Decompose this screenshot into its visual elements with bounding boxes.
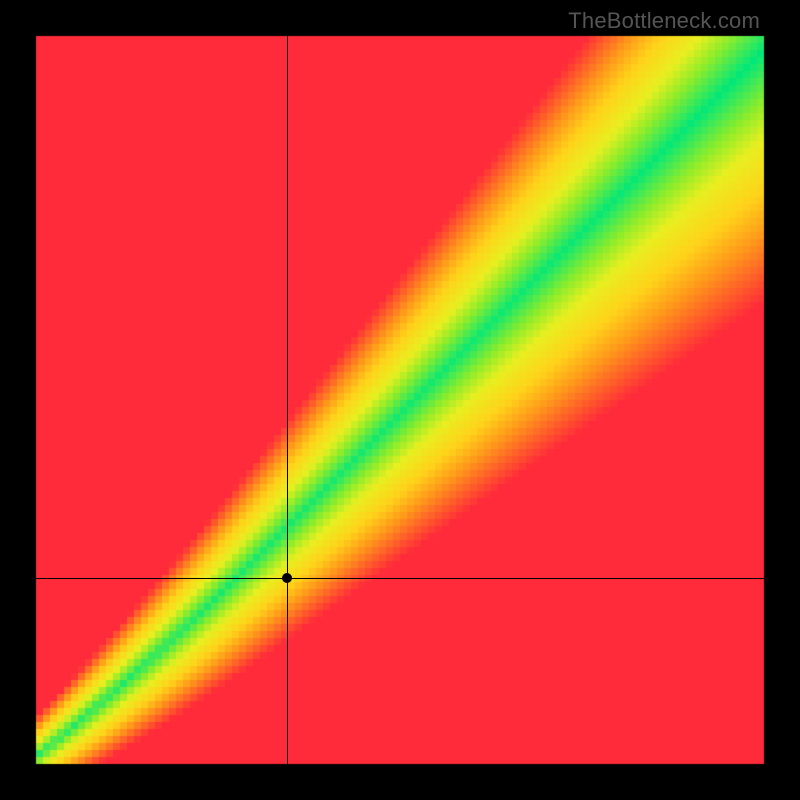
crosshair-marker: [282, 573, 292, 583]
watermark-text: TheBottleneck.com: [568, 8, 760, 34]
crosshair-vertical: [287, 36, 288, 764]
chart-container: TheBottleneck.com: [0, 0, 800, 800]
bottleneck-heatmap: [0, 0, 800, 800]
crosshair-horizontal: [36, 578, 764, 579]
